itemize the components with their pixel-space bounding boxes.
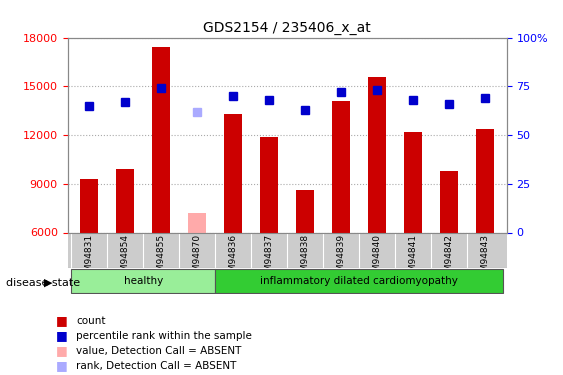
- Text: GSM94854: GSM94854: [120, 234, 129, 283]
- Text: GSM94842: GSM94842: [445, 234, 454, 283]
- Text: ■: ■: [56, 314, 68, 327]
- Bar: [368, 76, 386, 232]
- Bar: [260, 136, 278, 232]
- Bar: [404, 132, 422, 232]
- Text: GSM94840: GSM94840: [373, 234, 382, 283]
- Text: GSM94838: GSM94838: [301, 234, 310, 284]
- Text: percentile rank within the sample: percentile rank within the sample: [76, 331, 252, 340]
- Text: GSM94831: GSM94831: [84, 234, 93, 284]
- Text: count: count: [76, 316, 105, 326]
- FancyBboxPatch shape: [71, 269, 215, 293]
- Bar: [476, 129, 494, 232]
- Text: ▶: ▶: [43, 278, 52, 288]
- Text: GSM94839: GSM94839: [337, 234, 346, 284]
- Text: GSM94843: GSM94843: [481, 234, 490, 283]
- Bar: [224, 114, 242, 232]
- Text: GSM94855: GSM94855: [157, 234, 166, 284]
- FancyBboxPatch shape: [215, 269, 503, 293]
- Bar: [332, 101, 350, 232]
- Text: value, Detection Call = ABSENT: value, Detection Call = ABSENT: [76, 346, 242, 355]
- Title: GDS2154 / 235406_x_at: GDS2154 / 235406_x_at: [203, 21, 371, 35]
- Bar: [80, 179, 98, 232]
- Text: ■: ■: [56, 329, 68, 342]
- Text: ■: ■: [56, 344, 68, 357]
- Bar: [188, 213, 206, 232]
- Text: GSM94837: GSM94837: [265, 234, 274, 284]
- Text: GSM94870: GSM94870: [193, 234, 202, 284]
- Bar: [152, 47, 170, 232]
- Bar: [440, 171, 458, 232]
- Text: healthy: healthy: [123, 276, 163, 286]
- Bar: [116, 169, 134, 232]
- Text: disease state: disease state: [6, 278, 80, 288]
- Text: GSM94841: GSM94841: [409, 234, 418, 283]
- Text: rank, Detection Call = ABSENT: rank, Detection Call = ABSENT: [76, 361, 236, 370]
- Bar: [296, 190, 314, 232]
- Text: GSM94836: GSM94836: [229, 234, 238, 284]
- Text: ■: ■: [56, 359, 68, 372]
- Text: inflammatory dilated cardiomyopathy: inflammatory dilated cardiomyopathy: [260, 276, 458, 286]
